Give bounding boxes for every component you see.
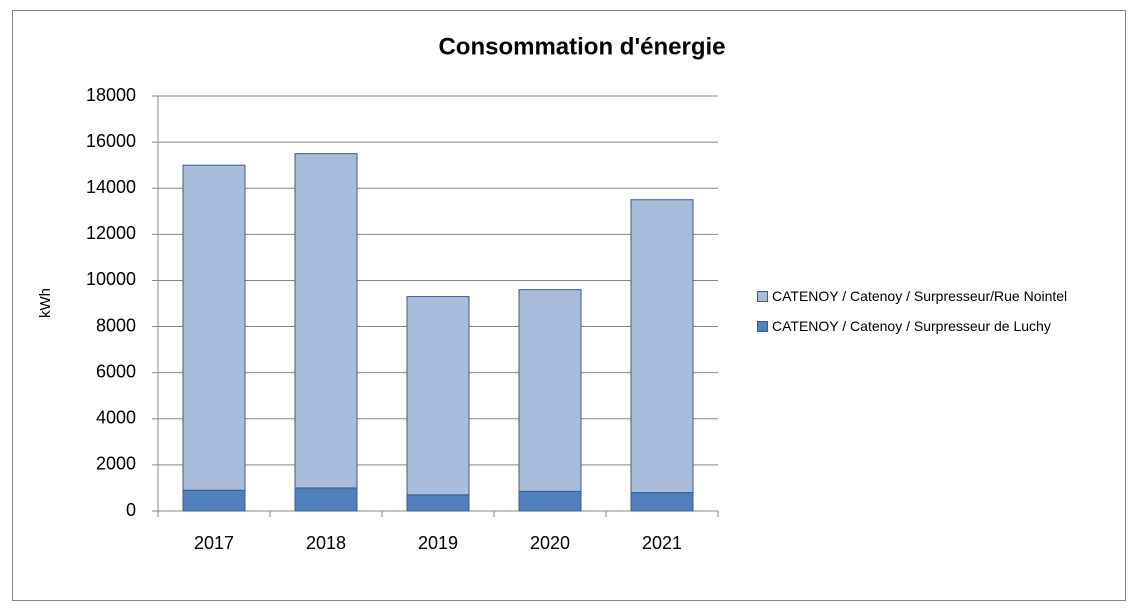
legend-label: CATENOY / Catenoy / Surpresseur de Luchy	[772, 318, 1051, 334]
bar-segment	[518, 289, 582, 492]
chart-title: Consommation d'énergie	[438, 33, 725, 60]
x-tick-label: 2018	[306, 533, 346, 553]
bar-segment	[630, 492, 694, 512]
y-tick-label: 6000	[96, 361, 136, 381]
bar-segment	[294, 153, 358, 489]
y-tick-label: 4000	[96, 408, 136, 428]
y-tick-label: 16000	[86, 131, 136, 151]
legend-swatch	[757, 321, 768, 332]
x-tick-label: 2017	[194, 533, 234, 553]
bar-segment	[294, 487, 358, 512]
bar-segment	[182, 489, 246, 512]
legend-item: CATENOY / Catenoy / Surpresseur de Luchy	[757, 316, 1095, 336]
bar-segment	[630, 199, 694, 494]
legend-item: CATENOY / Catenoy / Surpresseur/Rue Noin…	[757, 286, 1095, 306]
y-tick-label: 12000	[86, 223, 136, 243]
bar-segment	[406, 494, 470, 512]
y-tick-label: 2000	[96, 454, 136, 474]
bar-segment	[518, 490, 582, 512]
legend: CATENOY / Catenoy / Surpresseur/Rue Noin…	[757, 286, 1095, 346]
legend-swatch	[757, 291, 768, 302]
x-tick-label: 2020	[530, 533, 570, 553]
bar-segment	[406, 296, 470, 496]
y-axis-label: kWh	[37, 288, 54, 318]
legend-label: CATENOY / Catenoy / Surpresseur/Rue Noin…	[772, 288, 1068, 304]
y-tick-label: 18000	[86, 85, 136, 105]
y-tick-label: 14000	[86, 177, 136, 197]
y-tick-label: 10000	[86, 269, 136, 289]
x-tick-label: 2021	[642, 533, 682, 553]
y-tick-label: 8000	[96, 315, 136, 335]
bar-segment	[182, 164, 246, 491]
x-tick-label: 2019	[418, 533, 458, 553]
y-tick-label: 0	[126, 500, 136, 520]
